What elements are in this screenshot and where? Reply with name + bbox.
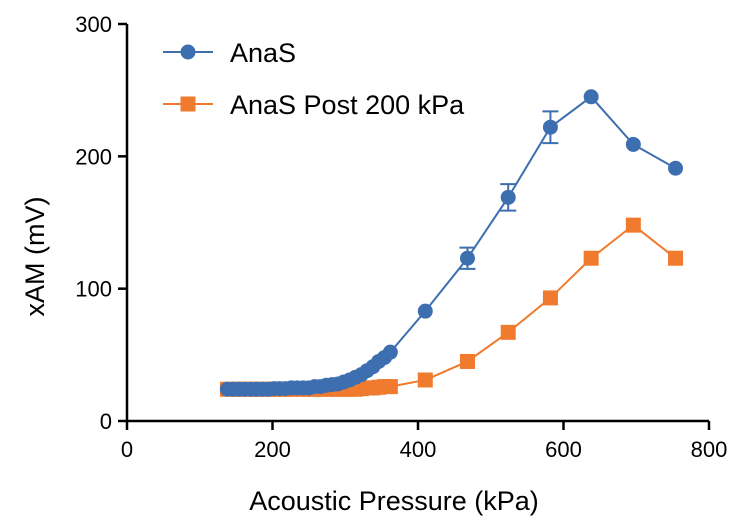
x-tick-label: 800 [691,437,728,462]
series-line [227,223,677,391]
x-tick-label: 200 [254,437,291,462]
data-point [382,379,398,395]
legend-item-anas-post-200-kpa: AnaS Post 200 kPa [163,90,465,120]
x-axis-title: Acoustic Pressure (kPa) [249,486,539,516]
data-point [583,250,599,266]
legend-item-anas: AnaS [163,38,296,68]
data-point [542,290,558,306]
y-tick-label: 0 [100,409,112,434]
legend-label: AnaS [230,38,296,68]
data-point [417,372,433,388]
data-point [625,217,641,233]
data-point [542,119,558,135]
legend-label: AnaS Post 200 kPa [230,90,465,120]
data-point [382,344,398,360]
data-point [668,160,684,176]
data-point [459,250,475,266]
legend-marker [180,44,196,60]
legend-marker [180,96,196,112]
y-tick-label: 200 [75,144,112,169]
series-anas [219,89,684,397]
series-anas-post-200-kpa [219,217,684,397]
y-tick-label: 100 [75,277,112,302]
data-point [500,189,516,205]
data-point [668,250,684,266]
data-point [417,303,433,319]
x-tick-label: 600 [545,437,582,462]
series-line [227,95,677,391]
y-tick-label: 300 [75,12,112,37]
data-point [459,353,475,369]
data-point [583,89,599,105]
x-tick-label: 0 [121,437,133,462]
y-axis-title: xAM (mV) [20,197,50,317]
data-point [625,136,641,152]
data-point [500,324,516,340]
x-tick-label: 400 [400,437,437,462]
